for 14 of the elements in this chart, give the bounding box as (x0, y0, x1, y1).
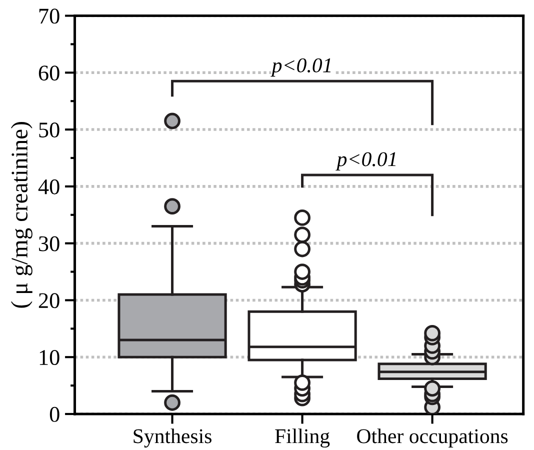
y-tick-label: 0 (50, 406, 60, 422)
y-axis-title: ( μ g/mg creatinine) (10, 122, 32, 308)
y-tick-label: 40 (38, 179, 60, 194)
annotation: p<0.01 (270, 58, 331, 77)
y-tick-label: 30 (39, 236, 60, 252)
x-tick-label: Synthesis (134, 428, 212, 448)
y-tick-label: 70 (39, 8, 60, 24)
x-tick-label: Filling (275, 428, 330, 448)
y-tick-label: 10 (40, 350, 60, 366)
y-tick-label: 50 (39, 122, 60, 138)
annotation: p<0.01 (336, 152, 396, 170)
x-tick-label: Other occupations (357, 428, 508, 448)
y-tick-label: 20 (38, 293, 60, 308)
y-tick-label: 60 (38, 66, 60, 81)
